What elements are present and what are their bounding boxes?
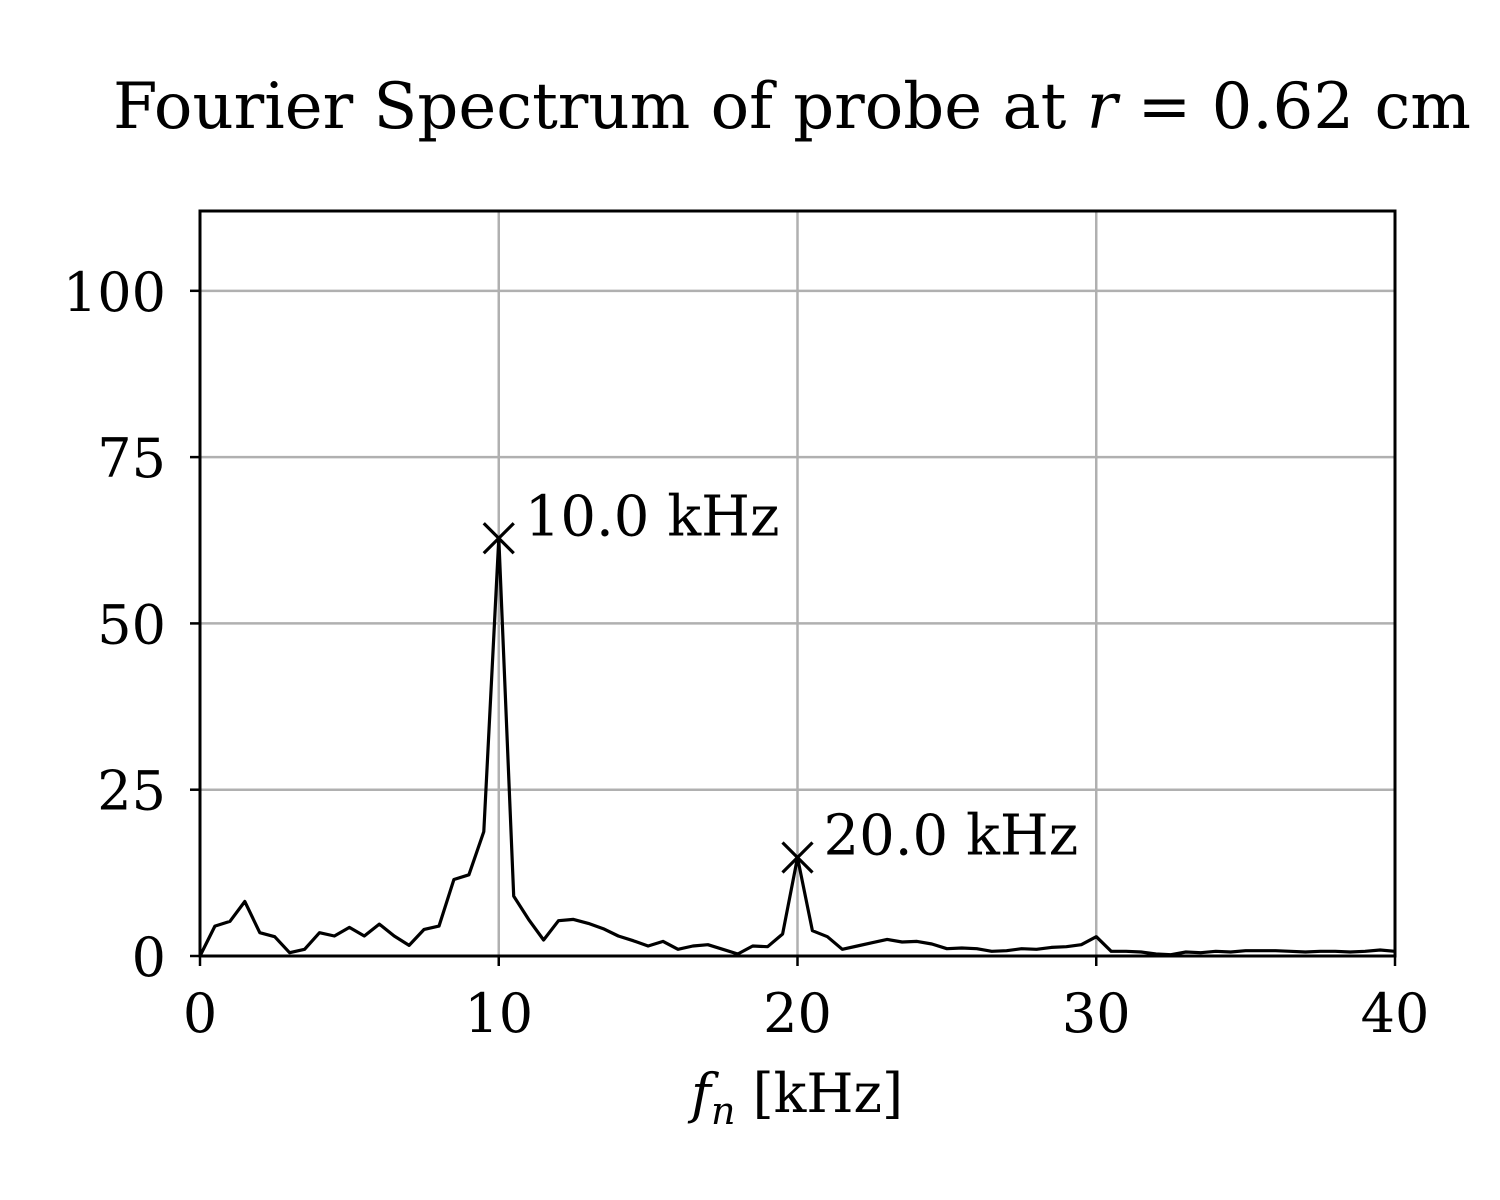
x-axis-label-unit: [kHz] — [735, 1062, 903, 1125]
y-tick-label-3: 75 — [97, 427, 166, 490]
y-tick-label-1: 25 — [97, 760, 166, 823]
peak-marker-0 — [482, 522, 515, 555]
x-tick-label-4: 40 — [1361, 982, 1430, 1045]
y-tick-label-4: 100 — [63, 261, 166, 324]
axis-ticks — [190, 289, 1397, 966]
x-tick-label-3: 30 — [1062, 982, 1131, 1045]
peak-label-1: 20.0 kHz — [824, 804, 1079, 869]
peak-annotations: 10.0 kHz 20.0 kHz — [482, 484, 1079, 874]
chart-title-suffix: = 0.62 cm — [1117, 70, 1471, 144]
chart-title-variable: r — [1087, 70, 1121, 144]
x-tick-label-2: 20 — [763, 982, 832, 1045]
peak-label-0: 10.0 kHz — [525, 484, 780, 549]
peak-marker-1 — [781, 841, 814, 874]
grid-lines — [198, 211, 1397, 958]
y-tick-label-0: 0 — [132, 926, 166, 989]
x-tick-label-0: 0 — [183, 982, 217, 1045]
plot-frame — [198, 209, 1397, 958]
x-axis-label: fn [kHz] — [687, 1062, 903, 1133]
chart-title: Fourier Spectrum of probe at r = 0.62 cm — [113, 70, 1471, 144]
x-tick-label-1: 10 — [464, 982, 533, 1045]
chart-title-prefix: Fourier Spectrum of probe at — [113, 70, 1087, 144]
tick-labels: 0 10 20 30 40 0 25 50 75 100 — [63, 261, 1429, 1045]
x-axis-label-subscript: n — [711, 1089, 735, 1133]
y-tick-label-2: 50 — [97, 593, 166, 656]
